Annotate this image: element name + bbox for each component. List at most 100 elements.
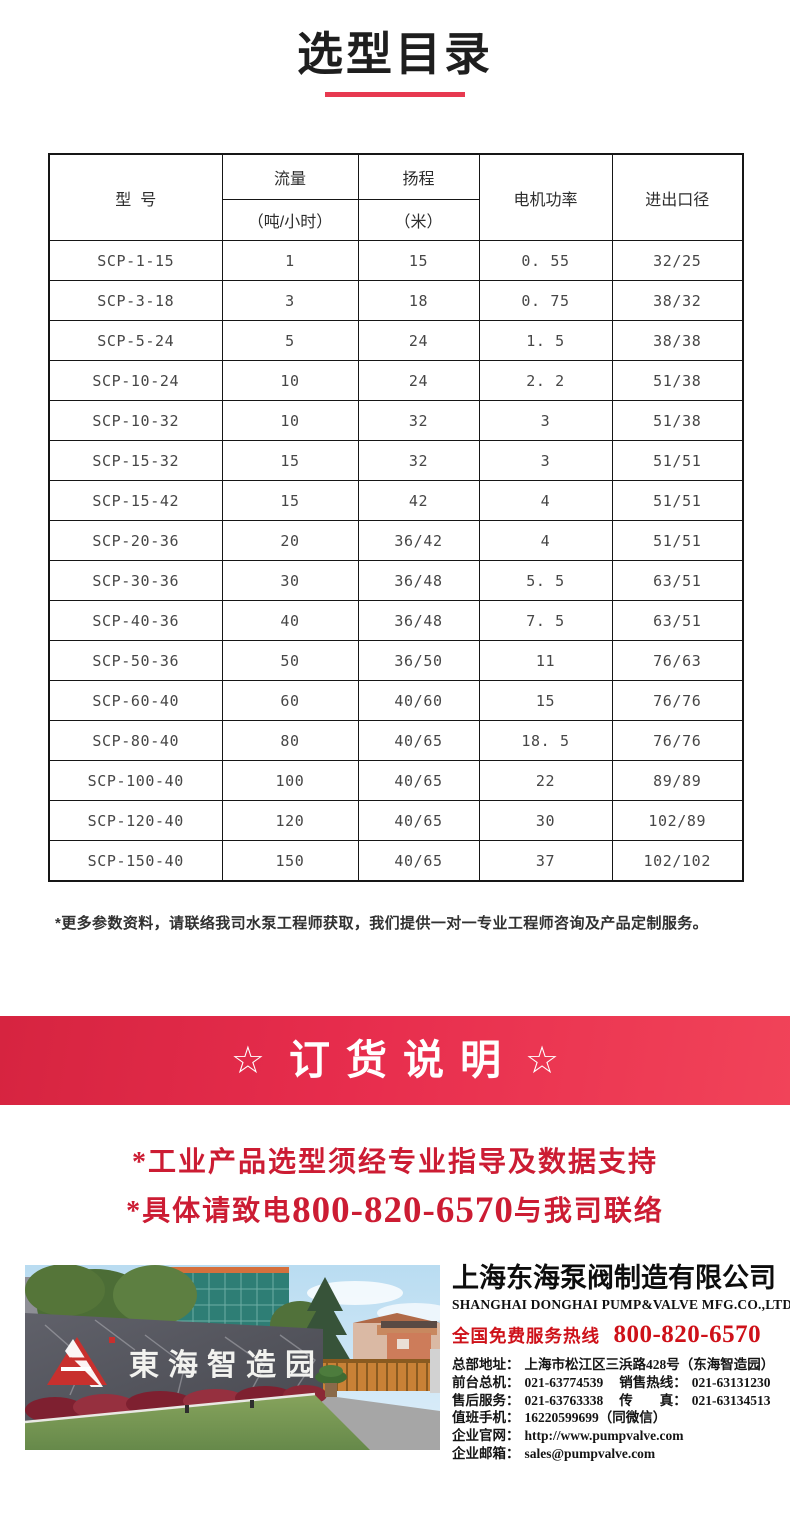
cell-ports: 38/38 — [611, 320, 744, 361]
cell-model: SCP-30-36 — [48, 560, 223, 601]
cell-flow: 5 — [221, 320, 359, 361]
cell-flow: 15 — [221, 480, 359, 521]
contact-pair: 总部地址： 上海市松江区三浜路428号（东海智造园） — [452, 1357, 774, 1372]
table-row: SCP-40-36 40 36/48 7. 5 63/51 — [48, 600, 744, 641]
cell-head: 40/60 — [357, 680, 480, 721]
cell-ports: 89/89 — [611, 760, 744, 801]
cell-ports: 51/38 — [611, 400, 744, 441]
cell-power: 0. 75 — [478, 280, 613, 321]
contact-value: sales@pumpvalve.com — [524, 1445, 656, 1461]
cell-model: SCP-1-15 — [48, 240, 223, 281]
cell-model: SCP-150-40 — [48, 840, 223, 882]
cell-model: SCP-5-24 — [48, 320, 223, 361]
cell-power: 30 — [478, 800, 613, 841]
table-row: SCP-10-24 10 24 2. 2 51/38 — [48, 360, 744, 401]
cell-flow: 1 — [221, 240, 359, 281]
cell-head: 24 — [357, 360, 480, 401]
cell-flow: 40 — [221, 600, 359, 641]
table-row: SCP-20-36 20 36/42 4 51/51 — [48, 520, 744, 561]
cell-model: SCP-40-36 — [48, 600, 223, 641]
hotline: 全国免费服务热线 800-820-6570 — [452, 1321, 787, 1349]
contact-pair: 销售热线： 021-63131230 — [619, 1375, 770, 1390]
cell-ports: 63/51 — [611, 600, 744, 641]
cell-head: 15 — [357, 240, 480, 281]
cell-head: 40/65 — [357, 720, 480, 761]
cell-model: SCP-100-40 — [48, 760, 223, 801]
contact-pair: 前台总机： 021-63774539 — [452, 1375, 603, 1390]
cell-head: 32 — [357, 440, 480, 481]
contact-list: 总部地址： 上海市松江区三浜路428号（东海智造园） 前台总机： 021-637745… — [452, 1356, 787, 1463]
contact-label: 企业官网： — [452, 1428, 520, 1444]
notice-line-2-prefix: *具体请致电 — [126, 1196, 293, 1227]
contact-line: 企业官网： http://www.pumpvalve.com — [452, 1427, 787, 1445]
cell-head: 40/65 — [357, 800, 480, 841]
cell-power: 4 — [478, 480, 613, 521]
cell-flow: 20 — [221, 520, 359, 561]
cell-flow: 10 — [221, 400, 359, 441]
cell-ports: 51/51 — [611, 440, 744, 481]
contact-value: 021-63131230 — [691, 1374, 771, 1390]
contact-pair: 售后服务： 021-63763338 — [452, 1393, 603, 1408]
company-name-en: SHANGHAI DONGHAI PUMP&VALVE MFG.CO.,LTD. — [452, 1297, 790, 1312]
contact-pair: 企业官网： http://www.pumpvalve.com — [452, 1428, 684, 1443]
cell-ports: 32/25 — [611, 240, 744, 281]
contact-line: 企业邮箱： sales@pumpvalve.com — [452, 1445, 787, 1463]
cell-flow: 10 — [221, 360, 359, 401]
cell-ports: 76/63 — [611, 640, 744, 681]
cell-ports: 51/51 — [611, 480, 744, 521]
cell-flow: 150 — [221, 840, 359, 882]
cell-flow: 80 — [221, 720, 359, 761]
cell-flow: 15 — [221, 440, 359, 481]
cell-power: 18. 5 — [478, 720, 613, 761]
cell-ports: 51/51 — [611, 520, 744, 561]
contact-pair: 企业邮箱： sales@pumpvalve.com — [452, 1446, 655, 1461]
cell-flow: 30 — [221, 560, 359, 601]
contact-pair: 值班手机： 16220599699（同微信） — [452, 1410, 666, 1425]
table-row: SCP-80-40 80 40/65 18. 5 76/76 — [48, 720, 744, 761]
table-row: SCP-120-40 120 40/65 30 102/89 — [48, 800, 744, 841]
cell-power: 5. 5 — [478, 560, 613, 601]
contact-line: 前台总机： 021-63774539 销售热线： 021-63131230 — [452, 1374, 787, 1392]
cell-ports: 76/76 — [611, 720, 744, 761]
cell-ports: 51/38 — [611, 360, 744, 401]
cell-power: 3 — [478, 440, 613, 481]
contact-value: 上海市松江区三浜路428号（东海智造园） — [524, 1357, 775, 1372]
order-notices: *工业产品选型须经专业指导及数据支持 *具体请致电800-820-6570与我司… — [0, 1142, 790, 1237]
contact-line: 售后服务： 021-63763338 传 真： 021-63134513 — [452, 1392, 787, 1410]
cell-head: 36/50 — [357, 640, 480, 681]
hotline-label: 全国免费服务热线 — [452, 1326, 600, 1346]
cell-model: SCP-15-42 — [48, 480, 223, 521]
header-head-unit: （米） — [357, 199, 480, 241]
cell-head: 36/48 — [357, 560, 480, 601]
contact-label: 企业邮箱： — [452, 1445, 520, 1461]
cell-ports: 76/76 — [611, 680, 744, 721]
page-title: 选型目录 — [297, 28, 493, 80]
notice-line-2-suffix: 与我司联络 — [513, 1196, 664, 1227]
table-row: SCP-150-40 150 40/65 37 102/102 — [48, 840, 744, 882]
notice-phone-number: 800-820-6570 — [292, 1190, 514, 1231]
contact-value: 021-63134513 — [691, 1392, 771, 1408]
contact-label: 销售热线： — [619, 1374, 687, 1390]
cell-model: SCP-60-40 — [48, 680, 223, 721]
table-row: SCP-50-36 50 36/50 11 76/63 — [48, 640, 744, 681]
company-info: 上海东海泵阀制造有限公司 SHANGHAI DONGHAI PUMP&VALVE… — [452, 1262, 790, 1463]
star-icon: ☆ — [525, 1039, 560, 1082]
table-row: SCP-15-32 15 32 3 51/51 — [48, 440, 744, 481]
table-row: SCP-30-36 30 36/48 5. 5 63/51 — [48, 560, 744, 601]
cell-model: SCP-10-24 — [48, 360, 223, 401]
contact-label: 值班手机： — [452, 1410, 520, 1426]
selection-table: 型 号 流量 扬程 电机功率 进出口径 （吨/小时） （米） SCP-1-15 1… — [48, 153, 744, 882]
cell-ports: 102/89 — [611, 800, 744, 841]
page-header: 选型目录 — [0, 28, 790, 97]
notice-line-1: *工业产品选型须经专业指导及数据支持 — [131, 1147, 658, 1178]
cell-power: 22 — [478, 760, 613, 801]
order-banner: ☆ 订货说明 ☆ — [0, 1016, 790, 1105]
contact-label: 总部地址： — [452, 1357, 520, 1372]
cell-power: 4 — [478, 520, 613, 561]
notice-line-2: *具体请致电800-820-6570与我司联络 — [0, 1186, 790, 1237]
table-footnote: *更多参数资料，请联络我司水泵工程师获取，我们提供一对一专业工程师咨询及产品定制… — [55, 915, 709, 932]
company-photo: 東海智造园 — [25, 1265, 440, 1450]
header-model: 型 号 — [48, 153, 223, 241]
contact-label: 前台总机： — [452, 1374, 520, 1390]
cell-flow: 50 — [221, 640, 359, 681]
